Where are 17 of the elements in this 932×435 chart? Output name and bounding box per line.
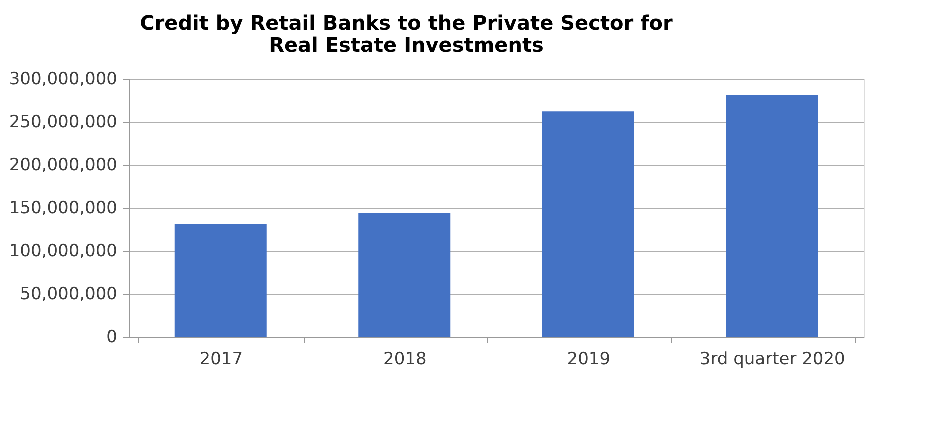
- x-tick-label: 3rd quarter 2020: [700, 350, 846, 370]
- x-tick-label: 2017: [200, 350, 244, 370]
- bar: [542, 112, 634, 337]
- y-tick-label: 50,000,000: [20, 284, 118, 304]
- y-tick-label: 200,000,000: [9, 156, 118, 176]
- y-tick-label: 300,000,000: [9, 70, 118, 90]
- y-tick-label: 150,000,000: [9, 198, 118, 218]
- bar: [726, 95, 818, 337]
- y-tick-label: 0: [106, 328, 118, 348]
- text: Credit by Retail Banks to the Private Sector for: [140, 11, 673, 35]
- x-tick-label: 2018: [383, 350, 427, 370]
- y-tick-label: 250,000,000: [9, 112, 118, 132]
- x-tick-label: 2019: [567, 350, 611, 370]
- bar: [174, 224, 267, 337]
- y-tick-label: 100,000,000: [9, 242, 118, 262]
- bar: [358, 213, 451, 337]
- text: Real Estate Investments: [269, 33, 544, 57]
